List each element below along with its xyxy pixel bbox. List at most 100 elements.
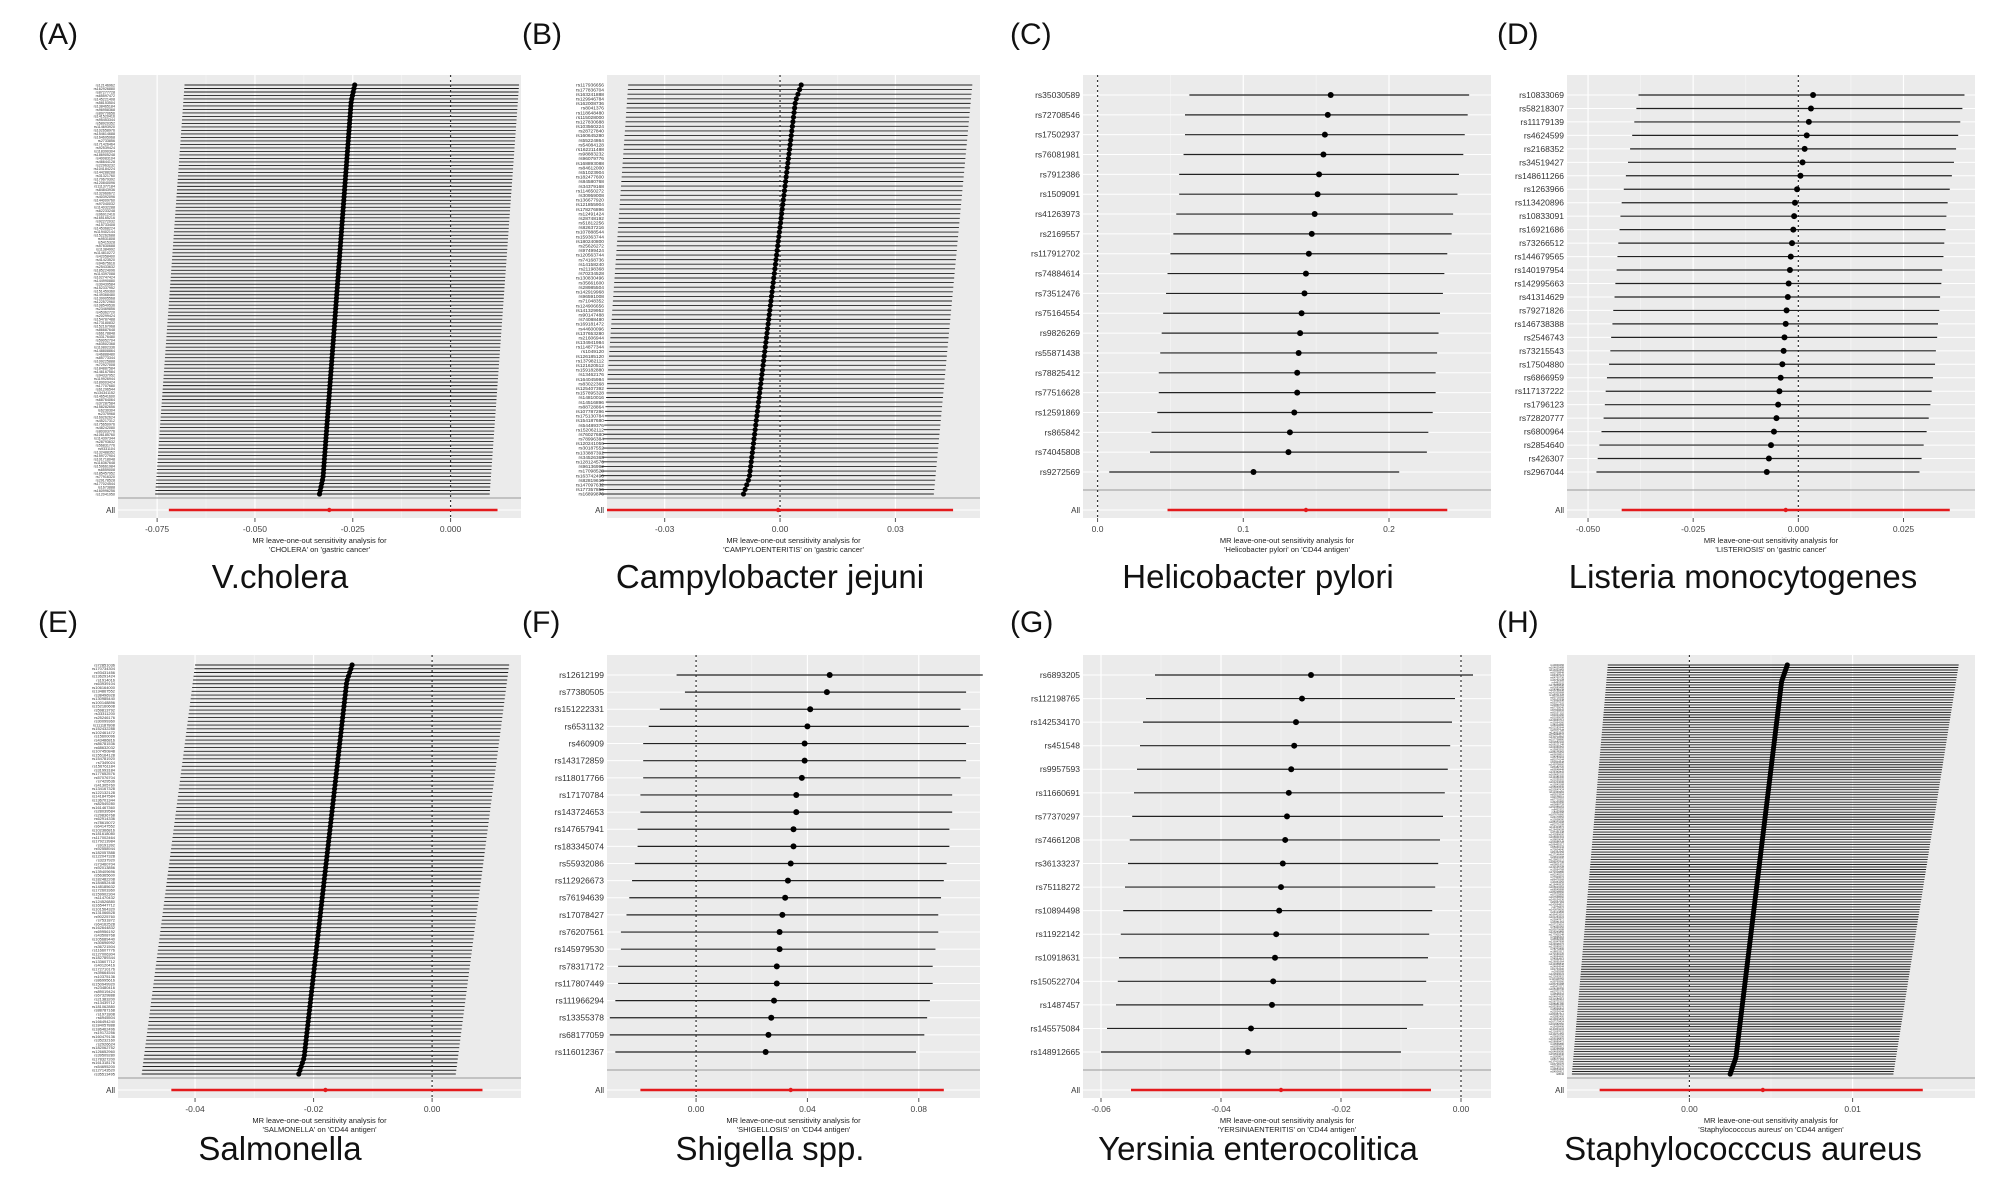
x-tick-label: 0.03 bbox=[887, 524, 904, 534]
point-estimate bbox=[789, 128, 795, 134]
x-axis-title: MR leave-one-out sensitivity analysis fo… bbox=[1704, 536, 1839, 545]
snp-label: rs18833312 bbox=[1550, 950, 1564, 954]
snp-label: rs130985440 bbox=[92, 696, 116, 701]
snp-label: rs78429152 bbox=[1550, 925, 1564, 929]
snp-label: rs57830688 bbox=[96, 244, 115, 248]
snp-label: rs154787488 bbox=[94, 317, 115, 321]
point-estimate bbox=[341, 699, 347, 706]
snp-label: rs175130784 bbox=[576, 414, 605, 420]
snp-label: rs70234528 bbox=[578, 271, 604, 277]
snp-label: rs2733856 bbox=[98, 139, 115, 143]
snp-label: rs119926944 bbox=[94, 377, 115, 381]
point-estimate bbox=[312, 958, 318, 965]
snp-label: rs30439584 bbox=[96, 283, 115, 287]
snp-label: rs34203360 bbox=[1550, 800, 1564, 804]
point-estimate bbox=[316, 491, 323, 497]
snp-label: rs58920352 bbox=[96, 122, 115, 126]
snp-label: rs69956192 bbox=[94, 929, 115, 934]
point-estimate bbox=[320, 883, 327, 889]
snp-label: rs68632032 bbox=[94, 745, 115, 750]
snp-label: rs84612000 bbox=[578, 165, 604, 171]
point-estimate bbox=[327, 827, 333, 833]
snp-label: rs180240800 bbox=[576, 239, 605, 245]
snp-label: rs62914336 bbox=[94, 816, 116, 821]
snp-label: rs117912702 bbox=[1031, 249, 1080, 259]
snp-label: rs57009632 bbox=[1550, 708, 1564, 712]
snp-label: rs145221408 bbox=[94, 97, 115, 101]
snp-label: rs105689440 bbox=[92, 936, 116, 941]
snp-label: rs154614688 bbox=[94, 132, 115, 136]
point-estimate bbox=[784, 877, 791, 884]
point-estimate bbox=[1782, 320, 1789, 327]
point-estimate bbox=[773, 257, 779, 263]
snp-label: rs110921824 bbox=[1549, 1017, 1565, 1021]
x-tick-label: -0.03 bbox=[655, 524, 675, 534]
point-estimate bbox=[340, 707, 347, 713]
snp-label: rs59813792 bbox=[94, 707, 115, 712]
point-estimate bbox=[750, 440, 757, 447]
point-estimate bbox=[787, 142, 793, 148]
point-estimate bbox=[1288, 766, 1295, 773]
snp-label: rs183238560 bbox=[1549, 890, 1565, 894]
snp-label: rs74045808 bbox=[1035, 447, 1080, 457]
snp-label: rs125802272 bbox=[1549, 857, 1565, 861]
point-estimate bbox=[1285, 449, 1292, 456]
snp-label: rs80303776 bbox=[96, 429, 115, 433]
snp-label: rs130830496 bbox=[576, 276, 605, 282]
point-estimate bbox=[317, 917, 323, 923]
point-estimate bbox=[1780, 347, 1787, 354]
point-estimate bbox=[1786, 267, 1793, 274]
snp-label: rs186176352 bbox=[1549, 750, 1565, 754]
snp-label: rs1673888 bbox=[98, 485, 115, 489]
point-estimate bbox=[303, 1037, 309, 1043]
x-axis-title: MR leave-one-out sensitivity analysis fo… bbox=[252, 536, 387, 545]
snp-label: rs12591869 bbox=[1035, 407, 1080, 417]
point-estimate bbox=[777, 220, 784, 226]
point-estimate bbox=[790, 843, 797, 850]
point-estimate bbox=[775, 238, 781, 244]
snp-label: rs10375136 bbox=[94, 974, 116, 979]
snp-label: rs156761184 bbox=[92, 764, 116, 769]
snp-label: rs41263973 bbox=[1035, 209, 1080, 219]
snp-label: rs1049120 bbox=[581, 349, 604, 355]
point-estimate bbox=[335, 756, 341, 762]
snp-label: rs121620512 bbox=[576, 363, 605, 369]
snp-label: rs40120416 bbox=[94, 963, 116, 968]
panel-title: Campylobacter jejuni bbox=[615, 558, 925, 595]
snp-label: rs11179139 bbox=[1520, 117, 1564, 127]
snp-label: rs11922142 bbox=[1036, 929, 1081, 939]
snp-label: rs105168736 bbox=[1549, 987, 1565, 991]
snp-label: rs2926624 bbox=[96, 1041, 115, 1046]
point-estimate bbox=[770, 284, 776, 290]
point-estimate bbox=[761, 358, 767, 364]
snp-label: rs78317172 bbox=[559, 961, 604, 971]
snp-label: rs9331104 bbox=[98, 447, 115, 451]
snp-label: rs82937184 bbox=[1550, 900, 1564, 904]
point-estimate bbox=[1790, 226, 1797, 233]
point-estimate bbox=[311, 962, 318, 968]
snp-label: rs21383200 bbox=[94, 996, 116, 1001]
point-estimate bbox=[779, 911, 786, 918]
snp-label: rs118390304 bbox=[94, 150, 115, 154]
point-estimate bbox=[307, 1003, 313, 1010]
snp-label: rs152356064 bbox=[1549, 805, 1565, 809]
snp-label: rs182789344 bbox=[92, 955, 116, 960]
snp-label: rs1263966 bbox=[1524, 184, 1564, 194]
snp-label: rs148912665 bbox=[1030, 1047, 1080, 1057]
snp-label: rs31993184 bbox=[94, 767, 116, 772]
point-estimate bbox=[1794, 186, 1801, 193]
point-estimate bbox=[789, 123, 795, 129]
snp-label: rs44600096 bbox=[578, 326, 604, 332]
snp-label: rs20261152 bbox=[1550, 880, 1564, 884]
point-estimate bbox=[786, 146, 793, 152]
point-estimate bbox=[780, 197, 786, 203]
snp-label: rs118648480 bbox=[576, 110, 604, 116]
snp-label: rs117137222 bbox=[1515, 386, 1564, 396]
snp-label: rs10894498 bbox=[1035, 906, 1080, 916]
snp-label: rs12041950 bbox=[96, 492, 115, 496]
snp-label: rs126439008 bbox=[1549, 828, 1565, 832]
snp-label: rs28793632 bbox=[96, 440, 115, 444]
plot-background bbox=[1083, 75, 1491, 518]
snp-label: rs15600096 bbox=[94, 734, 116, 739]
all-point-estimate bbox=[1303, 507, 1309, 513]
